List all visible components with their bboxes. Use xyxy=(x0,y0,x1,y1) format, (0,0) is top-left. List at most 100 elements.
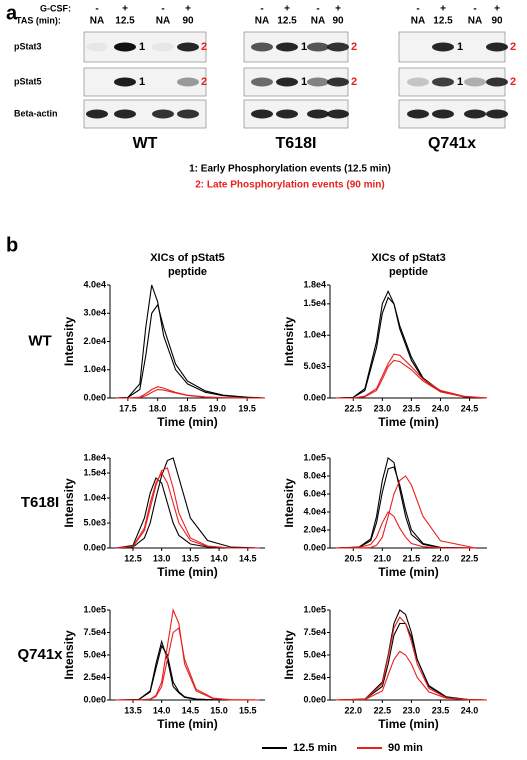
y-tick-label: 5.0e4 xyxy=(83,649,106,659)
trace xyxy=(115,303,266,399)
y-tick-label: 1.0e4 xyxy=(303,330,326,340)
x-tick-label: 14.0 xyxy=(153,705,171,715)
trace xyxy=(335,466,476,549)
lane-time: NA xyxy=(90,16,104,27)
band xyxy=(307,109,329,119)
y-tick-label: 0.0e0 xyxy=(83,694,106,704)
band xyxy=(486,109,508,119)
lane-sign: - xyxy=(95,4,98,15)
lane-time: NA xyxy=(411,16,425,27)
y-tick-label: 1.0e4 xyxy=(83,492,106,502)
trace xyxy=(335,296,488,399)
lane-sign: + xyxy=(185,4,191,15)
trace xyxy=(115,477,260,549)
band-mark: 1 xyxy=(457,41,463,53)
group-label: T618I xyxy=(276,135,317,152)
x-tick-label: 24.5 xyxy=(461,403,479,413)
x-tick-label: 22.5 xyxy=(461,553,479,563)
x-tick-label: 21.5 xyxy=(403,553,421,563)
lane-time: 90 xyxy=(491,16,503,27)
row-label: Beta-actin xyxy=(14,108,58,118)
y-axis-label: Intensity xyxy=(282,478,296,528)
x-tick-label: 23.5 xyxy=(432,705,450,715)
lane-time: NA xyxy=(156,16,170,27)
x-tick-label: 19.5 xyxy=(238,403,256,413)
band xyxy=(327,42,349,52)
lane-time: 12.5 xyxy=(433,16,453,27)
y-axis-label: Intensity xyxy=(62,317,76,367)
band xyxy=(327,77,349,87)
y-tick-label: 2.0e4 xyxy=(303,524,326,534)
y-axis-label: Intensity xyxy=(62,478,76,528)
x-tick-label: 22.5 xyxy=(344,403,362,413)
band xyxy=(432,42,454,52)
column-title: XICs of pStat3 xyxy=(371,252,446,264)
lane-sign: - xyxy=(260,4,263,15)
lane-time: 12.5 xyxy=(277,16,297,27)
band xyxy=(251,109,273,119)
band xyxy=(177,42,199,52)
y-tick-label: 1.0e5 xyxy=(303,452,326,462)
x-axis-label: Time (min) xyxy=(157,565,217,579)
y-axis-label: Intensity xyxy=(62,630,76,680)
x-tick-label: 23.5 xyxy=(403,403,421,413)
y-tick-label: 0.0e0 xyxy=(303,542,326,552)
x-tick-label: 19.0 xyxy=(209,403,227,413)
lane-time: 90 xyxy=(182,16,194,27)
x-axis-label: Time (min) xyxy=(378,565,438,579)
blot xyxy=(83,67,207,97)
y-tick-label: 5.0e3 xyxy=(83,517,106,527)
lane-sign: + xyxy=(122,4,128,15)
y-axis-label: Intensity xyxy=(282,317,296,367)
band xyxy=(114,77,136,87)
band-mark: 2 xyxy=(510,76,516,88)
x-tick-label: 15.5 xyxy=(239,705,257,715)
y-tick-label: 8.0e4 xyxy=(303,470,326,480)
legend-label: 90 min xyxy=(388,742,423,754)
y-tick-label: 0.0e0 xyxy=(303,694,326,704)
band xyxy=(407,109,429,119)
band xyxy=(486,42,508,52)
x-tick-label: 22.5 xyxy=(374,705,392,715)
x-tick-label: 23.0 xyxy=(374,403,392,413)
x-tick-label: 13.0 xyxy=(153,553,171,563)
column-title: XICs of pStat5 xyxy=(150,252,225,264)
band xyxy=(276,77,298,87)
y-tick-label: 1.8e4 xyxy=(83,452,106,462)
band xyxy=(86,42,108,52)
x-tick-label: 23.0 xyxy=(403,705,421,715)
x-tick-label: 12.5 xyxy=(124,553,142,563)
x-axis-label: Time (min) xyxy=(157,717,217,731)
band-mark: 1 xyxy=(139,76,145,88)
x-tick-label: 22.0 xyxy=(344,705,362,715)
x-tick-label: 22.0 xyxy=(432,553,450,563)
lane-sign: + xyxy=(494,4,500,15)
band xyxy=(177,109,199,119)
lane-sign: + xyxy=(284,4,290,15)
note: 2: Late Phosphorylation events (90 min) xyxy=(195,180,384,191)
band xyxy=(152,109,174,119)
y-tick-label: 1.0e4 xyxy=(83,364,106,374)
lane-sign: - xyxy=(316,4,319,15)
lane-time: 90 xyxy=(332,16,344,27)
trace xyxy=(115,627,260,701)
band-mark: 2 xyxy=(201,41,207,53)
tas-label: TAS (min): xyxy=(16,15,61,25)
band xyxy=(86,109,108,119)
x-tick-label: 13.5 xyxy=(182,553,200,563)
x-tick-label: 21.0 xyxy=(374,553,392,563)
x-tick-label: 14.5 xyxy=(239,553,257,563)
trace xyxy=(335,475,476,549)
y-tick-label: 0.0e0 xyxy=(303,392,326,402)
y-tick-label: 4.0e4 xyxy=(303,506,326,516)
band xyxy=(464,109,486,119)
y-tick-label: 2.0e4 xyxy=(83,336,106,346)
y-tick-label: 5.0e3 xyxy=(303,361,326,371)
band-mark: 2 xyxy=(351,76,357,88)
column-title: peptide xyxy=(168,266,207,278)
panel-label: b xyxy=(6,234,18,256)
row-label: Q741x xyxy=(17,646,63,663)
y-tick-label: 1.0e5 xyxy=(303,604,326,614)
band xyxy=(114,42,136,52)
x-axis-label: Time (min) xyxy=(378,415,438,429)
